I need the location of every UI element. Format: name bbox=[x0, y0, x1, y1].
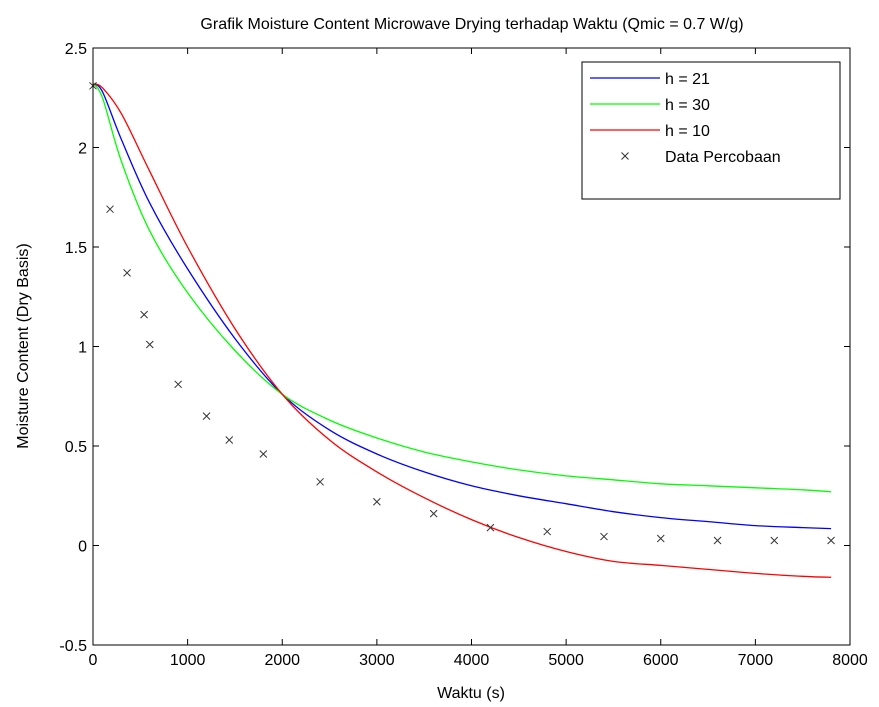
data-point-marker bbox=[225, 436, 234, 444]
x-tick-label: 2000 bbox=[264, 652, 300, 669]
series-line-1 bbox=[92, 83, 832, 493]
data-point-marker bbox=[543, 527, 552, 536]
legend-label-1: h = 30 bbox=[665, 97, 710, 114]
legend-swatch-3 bbox=[621, 152, 629, 160]
chart-marks bbox=[89, 81, 835, 578]
legend-label-2: h = 10 bbox=[665, 123, 710, 140]
data-point-marker bbox=[600, 532, 608, 541]
x-tick-label: 3000 bbox=[359, 652, 395, 669]
x-tick-label: 6000 bbox=[643, 652, 679, 669]
data-point-marker bbox=[713, 536, 722, 545]
data-point-marker bbox=[174, 380, 183, 389]
data-point-marker bbox=[429, 509, 438, 518]
data-point-marker bbox=[140, 310, 148, 319]
y-tick-label: 0 bbox=[78, 539, 87, 556]
y-tick-label: 1.5 bbox=[65, 240, 87, 257]
legend-label-0: h = 21 bbox=[665, 71, 710, 88]
data-point-marker bbox=[316, 477, 324, 486]
x-tick-label: 8000 bbox=[832, 652, 868, 669]
data-point-marker bbox=[106, 205, 114, 214]
x-tick-label: 7000 bbox=[738, 652, 774, 669]
data-point-marker bbox=[486, 523, 495, 532]
data-point-marker bbox=[373, 497, 381, 506]
chart-title: Grafik Moisture Content Microwave Drying… bbox=[200, 16, 743, 33]
data-point-marker bbox=[656, 534, 665, 543]
series-line-2 bbox=[92, 83, 832, 578]
axis-ticks: 0 1000 2000 3000 4000 5000 6000 7000 8000-0.500.… bbox=[59, 41, 867, 669]
y-tick-label: 2.5 bbox=[65, 41, 87, 58]
x-axis-label: Waktu (s) bbox=[437, 685, 505, 702]
legend: h = 21 h = 30 h = 10 Data Percobaan bbox=[581, 61, 841, 200]
x-tick-label: 5000 bbox=[548, 652, 584, 669]
y-tick-label: 2 bbox=[78, 141, 87, 158]
data-point-marker bbox=[123, 269, 131, 277]
x-tick-label: 0 bbox=[89, 652, 98, 669]
y-tick-label: 1 bbox=[78, 340, 87, 357]
x-tick-label: 1000 bbox=[170, 652, 206, 669]
data-point-marker bbox=[770, 536, 779, 545]
series-line-0 bbox=[92, 83, 832, 530]
data-point-marker bbox=[202, 412, 211, 421]
x-tick-label: 4000 bbox=[454, 652, 490, 669]
data-point-marker bbox=[827, 536, 835, 545]
y-tick-label: 0.5 bbox=[65, 439, 87, 456]
data-point-marker bbox=[145, 340, 154, 349]
y-axis-label: Moisture Content (Dry Basis) bbox=[15, 243, 32, 448]
data-point-marker bbox=[259, 450, 268, 458]
y-tick-label: -0.5 bbox=[59, 638, 87, 655]
legend-label-3: Data Percobaan bbox=[665, 149, 781, 166]
